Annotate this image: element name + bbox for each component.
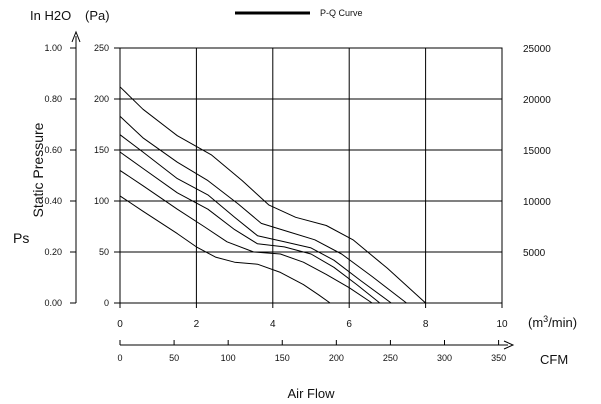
cfm-tick-label: 150 bbox=[275, 353, 290, 363]
right-tick-label: 15000 bbox=[523, 146, 551, 157]
x-axis-label: Air Flow bbox=[288, 386, 336, 401]
inh2o-tick-label: 0.60 bbox=[44, 145, 62, 155]
pq-curve bbox=[119, 169, 373, 304]
pa-tick-label: 150 bbox=[94, 145, 109, 155]
inh2o-axis-arrow bbox=[71, 30, 81, 43]
grid bbox=[120, 48, 502, 303]
cfm-tick-label: 250 bbox=[383, 353, 398, 363]
pa-tick-label: 100 bbox=[94, 196, 109, 206]
cfm-tick-label: 100 bbox=[221, 353, 236, 363]
pq-curve bbox=[119, 86, 426, 304]
y-unit-inh2o: In H2O bbox=[30, 8, 71, 23]
x-tick-label: 10 bbox=[496, 319, 508, 330]
pq-curve bbox=[119, 115, 407, 304]
inh2o-tick-label: 0.00 bbox=[44, 298, 62, 308]
inh2o-tick-label: 1.00 bbox=[44, 43, 62, 53]
pa-ticks: 0 50 100 150 200 250 bbox=[94, 43, 120, 308]
x-tick-label: 4 bbox=[270, 319, 276, 330]
pa-tick-label: 0 bbox=[104, 298, 109, 308]
right-tick-label: 10000 bbox=[523, 197, 551, 208]
cfm-tick-label: 50 bbox=[169, 353, 179, 363]
x-unit-primary: (m3/min) bbox=[528, 314, 577, 330]
pa-tick-label: 50 bbox=[99, 247, 109, 257]
pq-curve bbox=[119, 195, 331, 304]
inh2o-tick-label: 0.20 bbox=[44, 247, 62, 257]
right-tick-label: 25000 bbox=[523, 44, 551, 55]
plot-frame bbox=[119, 47, 503, 304]
curves bbox=[119, 86, 426, 304]
inh2o-ticks: 0.00 0.20 0.40 0.60 0.80 1.00 bbox=[44, 43, 76, 308]
right-tick-label: 5000 bbox=[523, 248, 546, 259]
right-ticks: 5000 10000 15000 20000 25000 bbox=[523, 44, 551, 259]
inh2o-tick-label: 0.40 bbox=[44, 196, 62, 206]
y-axis-label: Static Pressure bbox=[30, 122, 46, 217]
pq-curve bbox=[119, 151, 381, 304]
x-tick-label: 0 bbox=[117, 319, 123, 330]
pa-tick-label: 250 bbox=[94, 43, 109, 53]
pq-curve bbox=[119, 134, 392, 304]
cfm-tick-label: 300 bbox=[437, 353, 452, 363]
x-ticks: 0 2 4 6 8 10 bbox=[117, 303, 508, 330]
cfm-ticks: 0 50 100 150 200 250 300 350 bbox=[117, 340, 506, 363]
y-unit-pa: (Pa) bbox=[85, 8, 110, 23]
x-tick-label: 8 bbox=[423, 319, 429, 330]
pa-tick-label: 200 bbox=[94, 94, 109, 104]
x-tick-label: 2 bbox=[194, 319, 200, 330]
cfm-axis-arrow bbox=[503, 340, 515, 350]
x-unit-secondary: CFM bbox=[540, 352, 568, 367]
y-axis-symbol: Ps bbox=[13, 230, 29, 246]
cfm-tick-label: 200 bbox=[329, 353, 344, 363]
cfm-tick-label: 0 bbox=[117, 353, 122, 363]
right-tick-label: 20000 bbox=[523, 95, 551, 106]
cfm-tick-label: 350 bbox=[491, 353, 506, 363]
x-tick-label: 6 bbox=[346, 319, 352, 330]
legend-label: P-Q Curve bbox=[320, 8, 363, 18]
inh2o-tick-label: 0.80 bbox=[44, 94, 62, 104]
